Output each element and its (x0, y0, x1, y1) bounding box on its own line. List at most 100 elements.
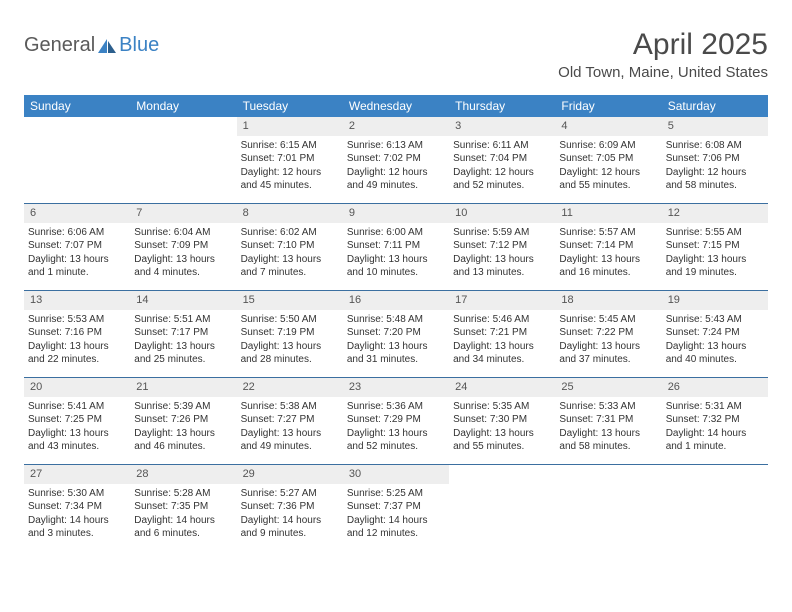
day-body: Sunrise: 5:33 AMSunset: 7:31 PMDaylight:… (555, 397, 661, 460)
sunset-text: Sunset: 7:15 PM (666, 239, 764, 253)
week-row: 27Sunrise: 5:30 AMSunset: 7:34 PMDayligh… (24, 465, 768, 551)
location-text: Old Town, Maine, United States (558, 64, 768, 81)
sunset-text: Sunset: 7:11 PM (347, 239, 445, 253)
sunrise-text: Sunrise: 5:41 AM (28, 400, 126, 414)
day-cell: 8Sunrise: 6:02 AMSunset: 7:10 PMDaylight… (237, 204, 343, 290)
sunrise-text: Sunrise: 5:59 AM (453, 226, 551, 240)
sunset-text: Sunset: 7:17 PM (134, 326, 232, 340)
sunrise-text: Sunrise: 6:15 AM (241, 139, 339, 153)
daylight-text: Daylight: 14 hours and 6 minutes. (134, 514, 232, 541)
day-cell: 12Sunrise: 5:55 AMSunset: 7:15 PMDayligh… (662, 204, 768, 290)
day-cell: 2Sunrise: 6:13 AMSunset: 7:02 PMDaylight… (343, 117, 449, 203)
daylight-text: Daylight: 12 hours and 52 minutes. (453, 166, 551, 193)
day-body: Sunrise: 5:43 AMSunset: 7:24 PMDaylight:… (662, 310, 768, 373)
sunset-text: Sunset: 7:21 PM (453, 326, 551, 340)
day-body: Sunrise: 5:57 AMSunset: 7:14 PMDaylight:… (555, 223, 661, 286)
day-body: Sunrise: 5:46 AMSunset: 7:21 PMDaylight:… (449, 310, 555, 373)
day-number: 22 (237, 378, 343, 397)
day-cell: 5Sunrise: 6:08 AMSunset: 7:06 PMDaylight… (662, 117, 768, 203)
sunrise-text: Sunrise: 6:09 AM (559, 139, 657, 153)
day-cell: 22Sunrise: 5:38 AMSunset: 7:27 PMDayligh… (237, 378, 343, 464)
day-cell: . (130, 117, 236, 203)
sunset-text: Sunset: 7:24 PM (666, 326, 764, 340)
sunset-text: Sunset: 7:25 PM (28, 413, 126, 427)
day-body: Sunrise: 6:09 AMSunset: 7:05 PMDaylight:… (555, 136, 661, 199)
day-body: Sunrise: 6:11 AMSunset: 7:04 PMDaylight:… (449, 136, 555, 199)
day-cell: 14Sunrise: 5:51 AMSunset: 7:17 PMDayligh… (130, 291, 236, 377)
sunrise-text: Sunrise: 5:50 AM (241, 313, 339, 327)
daylight-text: Daylight: 13 hours and 37 minutes. (559, 340, 657, 367)
day-number: 26 (662, 378, 768, 397)
day-body: Sunrise: 5:36 AMSunset: 7:29 PMDaylight:… (343, 397, 449, 460)
sunrise-text: Sunrise: 5:46 AM (453, 313, 551, 327)
day-number: 1 (237, 117, 343, 136)
logo: General Blue (24, 28, 159, 57)
sunrise-text: Sunrise: 5:25 AM (347, 487, 445, 501)
daylight-text: Daylight: 12 hours and 55 minutes. (559, 166, 657, 193)
day-cell: 15Sunrise: 5:50 AMSunset: 7:19 PMDayligh… (237, 291, 343, 377)
weekday-header-row: Sunday Monday Tuesday Wednesday Thursday… (24, 95, 768, 117)
sunrise-text: Sunrise: 5:57 AM (559, 226, 657, 240)
sunset-text: Sunset: 7:16 PM (28, 326, 126, 340)
sunrise-text: Sunrise: 5:45 AM (559, 313, 657, 327)
day-cell: . (662, 465, 768, 551)
day-cell: 11Sunrise: 5:57 AMSunset: 7:14 PMDayligh… (555, 204, 661, 290)
sunrise-text: Sunrise: 5:39 AM (134, 400, 232, 414)
day-cell: 4Sunrise: 6:09 AMSunset: 7:05 PMDaylight… (555, 117, 661, 203)
sunset-text: Sunset: 7:34 PM (28, 500, 126, 514)
day-number: 15 (237, 291, 343, 310)
day-body: Sunrise: 5:51 AMSunset: 7:17 PMDaylight:… (130, 310, 236, 373)
day-number: 11 (555, 204, 661, 223)
sunrise-text: Sunrise: 5:51 AM (134, 313, 232, 327)
day-body: Sunrise: 5:48 AMSunset: 7:20 PMDaylight:… (343, 310, 449, 373)
weekday-header: Friday (555, 95, 661, 117)
day-cell: 16Sunrise: 5:48 AMSunset: 7:20 PMDayligh… (343, 291, 449, 377)
logo-text-blue: Blue (119, 34, 159, 57)
day-body: Sunrise: 5:55 AMSunset: 7:15 PMDaylight:… (662, 223, 768, 286)
day-body: Sunrise: 5:39 AMSunset: 7:26 PMDaylight:… (130, 397, 236, 460)
sunrise-text: Sunrise: 5:28 AM (134, 487, 232, 501)
day-body: Sunrise: 5:41 AMSunset: 7:25 PMDaylight:… (24, 397, 130, 460)
sunrise-text: Sunrise: 5:48 AM (347, 313, 445, 327)
day-cell: 18Sunrise: 5:45 AMSunset: 7:22 PMDayligh… (555, 291, 661, 377)
day-cell: 1Sunrise: 6:15 AMSunset: 7:01 PMDaylight… (237, 117, 343, 203)
day-body: Sunrise: 6:04 AMSunset: 7:09 PMDaylight:… (130, 223, 236, 286)
weeks-container: ..1Sunrise: 6:15 AMSunset: 7:01 PMDaylig… (24, 117, 768, 551)
day-number: 25 (555, 378, 661, 397)
day-cell: 26Sunrise: 5:31 AMSunset: 7:32 PMDayligh… (662, 378, 768, 464)
sunset-text: Sunset: 7:07 PM (28, 239, 126, 253)
daylight-text: Daylight: 13 hours and 52 minutes. (347, 427, 445, 454)
daylight-text: Daylight: 12 hours and 49 minutes. (347, 166, 445, 193)
daylight-text: Daylight: 13 hours and 19 minutes. (666, 253, 764, 280)
month-title: April 2025 (558, 28, 768, 62)
day-number: 4 (555, 117, 661, 136)
sunset-text: Sunset: 7:26 PM (134, 413, 232, 427)
sunrise-text: Sunrise: 5:38 AM (241, 400, 339, 414)
day-cell: 17Sunrise: 5:46 AMSunset: 7:21 PMDayligh… (449, 291, 555, 377)
daylight-text: Daylight: 13 hours and 46 minutes. (134, 427, 232, 454)
daylight-text: Daylight: 13 hours and 22 minutes. (28, 340, 126, 367)
sunrise-text: Sunrise: 5:43 AM (666, 313, 764, 327)
day-body: Sunrise: 5:31 AMSunset: 7:32 PMDaylight:… (662, 397, 768, 460)
sunrise-text: Sunrise: 5:30 AM (28, 487, 126, 501)
daylight-text: Daylight: 13 hours and 10 minutes. (347, 253, 445, 280)
sunset-text: Sunset: 7:05 PM (559, 152, 657, 166)
day-body: Sunrise: 5:45 AMSunset: 7:22 PMDaylight:… (555, 310, 661, 373)
daylight-text: Daylight: 13 hours and 40 minutes. (666, 340, 764, 367)
day-body: Sunrise: 6:13 AMSunset: 7:02 PMDaylight:… (343, 136, 449, 199)
sunset-text: Sunset: 7:35 PM (134, 500, 232, 514)
day-body: Sunrise: 5:30 AMSunset: 7:34 PMDaylight:… (24, 484, 130, 547)
daylight-text: Daylight: 13 hours and 43 minutes. (28, 427, 126, 454)
calendar-page: General Blue April 2025 Old Town, Maine,… (0, 0, 792, 571)
daylight-text: Daylight: 13 hours and 13 minutes. (453, 253, 551, 280)
day-cell: 24Sunrise: 5:35 AMSunset: 7:30 PMDayligh… (449, 378, 555, 464)
sunset-text: Sunset: 7:04 PM (453, 152, 551, 166)
day-number: 30 (343, 465, 449, 484)
sunset-text: Sunset: 7:37 PM (347, 500, 445, 514)
sunset-text: Sunset: 7:31 PM (559, 413, 657, 427)
sunset-text: Sunset: 7:36 PM (241, 500, 339, 514)
day-number: 28 (130, 465, 236, 484)
calendar-grid: Sunday Monday Tuesday Wednesday Thursday… (24, 95, 768, 551)
day-cell: 25Sunrise: 5:33 AMSunset: 7:31 PMDayligh… (555, 378, 661, 464)
day-body: Sunrise: 6:02 AMSunset: 7:10 PMDaylight:… (237, 223, 343, 286)
